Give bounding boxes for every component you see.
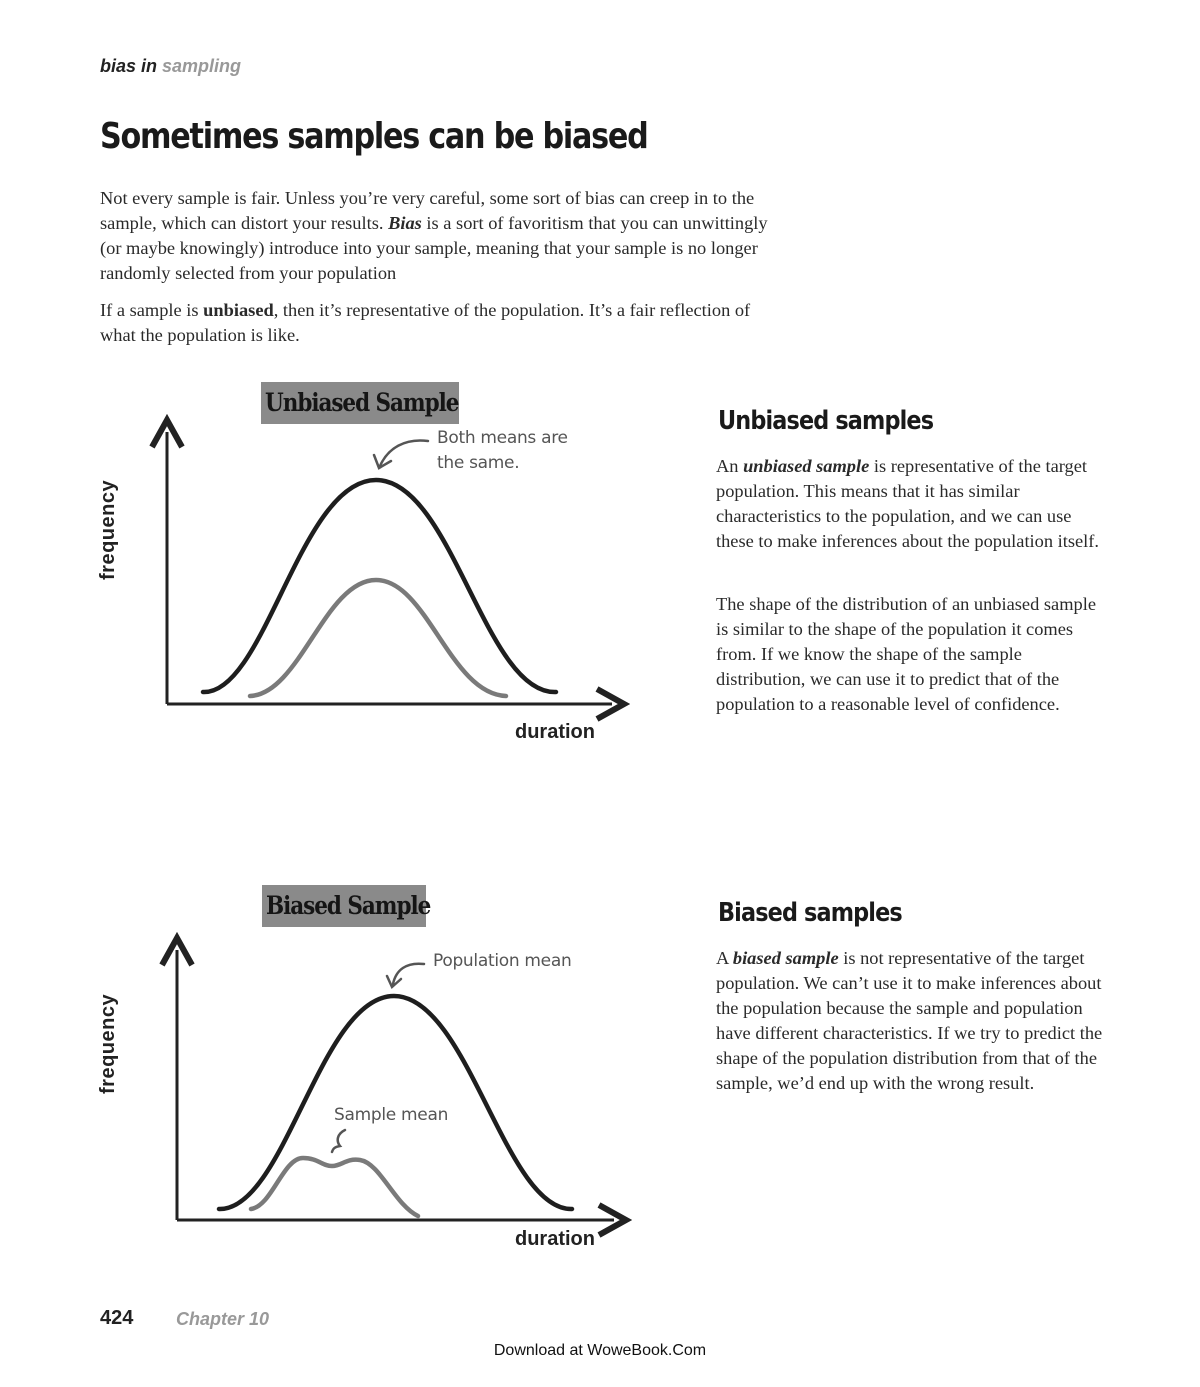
unbiased-sample-curve [247, 577, 509, 699]
biased-heading: Biased samples [718, 898, 903, 928]
intro-text: If a sample is [100, 300, 204, 320]
biased-y-axis-label: frequency [97, 993, 119, 1094]
intro-paragraph-2: If a sample is unbiased, then it’s repre… [100, 298, 780, 348]
means-annotation-arrow [378, 439, 430, 468]
body-text: is not representative of the target popu… [716, 948, 1103, 1093]
body-text: is representative of the target populati… [716, 456, 1100, 551]
unbiased-sample-label: Unbiased Sample [261, 382, 459, 424]
intro-paragraph-1: Not every sample is fair. Unless you’re … [100, 186, 780, 286]
unbiased-heading: Unbiased samples [718, 406, 934, 436]
means-annotation-arrowhead [372, 453, 393, 470]
intro-text: , then it’s representative of the popula… [100, 300, 751, 345]
download-credit: Download at WoweBook.Com [493, 1342, 707, 1359]
biased-x-axis-label: duration [515, 1228, 595, 1250]
chapter-label: Chapter 10 [176, 1309, 270, 1329]
biased-sample-curve [248, 1155, 421, 1219]
population-mean-arrow [391, 962, 426, 986]
sample-mean-note: Sample mean [334, 1105, 449, 1125]
biased-sample-label-text: Biased Sample [266, 891, 431, 920]
page-number: 424 [100, 1307, 134, 1329]
running-header: bias in sampling [100, 56, 241, 77]
body-text: A [716, 948, 733, 968]
biased-sample-term: biased sample [732, 948, 839, 968]
body-text: An [716, 456, 744, 476]
running-header-topic: bias in [100, 56, 158, 76]
unbiased-population-curve [200, 477, 559, 695]
biased-paragraph-1: A biased sample is not representative of… [716, 946, 1106, 1096]
running-header-subtopic: sampling [162, 56, 242, 76]
bias-term: Bias [388, 213, 422, 233]
unbiased-y-axis-label: frequency [97, 479, 119, 580]
unbiased-paragraph-1: An unbiased sample is representative of … [716, 454, 1106, 554]
unbiased-x-axis-label: duration [515, 721, 595, 743]
intro-text: Not every sample is fair. Unless you’re … [100, 188, 755, 233]
intro-text: is a sort of favoritism that you can unw… [100, 213, 768, 283]
means-same-note: Both means are the same. [437, 428, 568, 473]
biased-sample-label: Biased Sample [262, 885, 431, 927]
page-title: Sometimes samples can be biased [100, 116, 649, 157]
sample-mean-bracket [330, 1128, 347, 1154]
unbiased-paragraph-2: The shape of the distribution of an unbi… [716, 594, 1096, 714]
population-mean-note: Population mean [433, 951, 572, 971]
unbiased-sample-label-text: Unbiased Sample [265, 388, 459, 417]
population-mean-arrowhead [385, 974, 403, 990]
biased-population-curve [216, 993, 575, 1212]
unbiased-sample-term: unbiased sample [743, 456, 870, 476]
unbiased-term: unbiased [203, 300, 274, 320]
